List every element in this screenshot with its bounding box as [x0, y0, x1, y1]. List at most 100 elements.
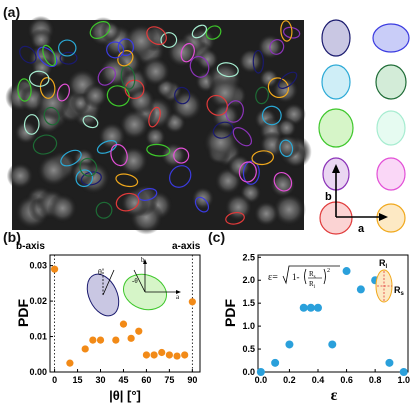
- ellipse-swatch: [321, 19, 351, 57]
- particle-outline: [174, 86, 191, 105]
- svg-text:2: 2: [327, 268, 330, 274]
- x-tick-label: 60: [141, 375, 151, 385]
- particle-outline: [28, 70, 50, 87]
- particle-outline: [232, 127, 253, 147]
- particle-blob: [140, 56, 171, 87]
- x-tick-label: 30: [96, 375, 106, 385]
- formula-one-minus: 1-: [292, 272, 300, 282]
- particle-blob: [82, 83, 108, 109]
- particle-blob: [6, 162, 34, 190]
- chart-b-xlabel: |θ| [°]: [109, 388, 141, 403]
- x-tick-label: 0.6: [340, 375, 353, 385]
- particle-blob: [202, 124, 239, 161]
- y-tick-label: 2.0: [242, 275, 255, 285]
- particle-blob: [144, 126, 167, 148]
- panel-c-label: (c): [208, 229, 226, 245]
- x-tick-label: 0.4: [312, 375, 325, 385]
- data-point: [173, 352, 181, 360]
- particle-outlines: [17, 20, 301, 225]
- particle-blob: [47, 193, 78, 224]
- data-point: [356, 285, 365, 294]
- particle-blob: [253, 200, 280, 227]
- particle-outline: [32, 134, 58, 155]
- principal-axes: b a: [325, 164, 388, 235]
- axis-a-label: a: [358, 223, 365, 235]
- particle-outline: [225, 212, 245, 225]
- data-point: [127, 334, 135, 342]
- particle-outline: [180, 42, 195, 63]
- particle-outline: [95, 201, 113, 219]
- particle-outline: [106, 41, 125, 59]
- chart-b-ylabel: PDF: [15, 299, 31, 327]
- particle-outline: [96, 140, 118, 154]
- particle-outline: [261, 105, 282, 126]
- y-tick-label: 1.5: [242, 298, 255, 308]
- particle-outline: [212, 121, 234, 139]
- particle-blob: [31, 56, 54, 79]
- particle-blob: [227, 153, 252, 179]
- particle-outline: [216, 62, 239, 78]
- particle-blob: [276, 117, 297, 139]
- particle-outline: [82, 115, 99, 129]
- data-point: [112, 336, 120, 344]
- particle-outline: [269, 39, 285, 55]
- inset-rs: Rs: [394, 285, 405, 297]
- particle-blob: [269, 171, 297, 199]
- formula-lhs: ε=: [268, 272, 278, 283]
- particle-blob: [97, 121, 127, 151]
- particle-outline: [160, 32, 178, 48]
- formula-num: Rs: [309, 270, 316, 280]
- particle-outline: [267, 77, 290, 99]
- y-tick-label: 0.01: [29, 332, 47, 342]
- particle-outline: [146, 143, 171, 157]
- chart-c-ticks: 0.0 0.2 0.4 0.6 0.8 1.0 0.0 0.5 1.0 1.5 2.0 2.5: [242, 252, 409, 385]
- data-point: [314, 303, 322, 312]
- ellipse-swatch: [372, 23, 410, 53]
- particle-outline: [79, 157, 98, 177]
- inset-theta: θ: [98, 268, 102, 277]
- particle-blob: [224, 192, 253, 222]
- particle-outline: [97, 66, 116, 86]
- x-tick-label: 90: [187, 375, 197, 385]
- data-point: [66, 359, 74, 367]
- particle-outline: [19, 45, 37, 64]
- data-point: [285, 340, 294, 349]
- ellipse-swatch: [321, 64, 351, 100]
- chart-b-frame: [49, 254, 201, 373]
- particle-outline: [37, 46, 58, 68]
- x-tick-label: 45: [118, 375, 128, 385]
- y-tick-label: 0.00: [29, 367, 47, 377]
- particle-outline: [43, 106, 60, 126]
- data-point: [165, 351, 173, 359]
- panel-b-label: (b): [3, 229, 21, 245]
- particle-outline: [59, 51, 78, 65]
- microscopy-image: [5, 15, 312, 235]
- data-point: [158, 348, 166, 357]
- x-tick-label: 0.2: [283, 375, 296, 385]
- particle-outline: [238, 161, 257, 183]
- particle-blob: [13, 120, 39, 145]
- chart-c: 0.0 0.2 0.4 0.6 0.8 1.0 0.0 0.5 1.0 1.5 2.0 2.5 PDF…: [222, 252, 410, 404]
- x-tick-label: 15: [73, 375, 83, 385]
- data-point: [342, 267, 351, 276]
- data-point: [271, 358, 280, 367]
- chart-c-points: [256, 267, 408, 376]
- particle-outline: [251, 150, 274, 166]
- particle-blob: [70, 160, 96, 185]
- particle-blob: [237, 48, 264, 75]
- chart-c-frame: [257, 254, 409, 373]
- data-point: [299, 303, 308, 312]
- particle-outline: [273, 171, 293, 192]
- particle-outline: [169, 165, 192, 188]
- particle-outline: [255, 86, 269, 105]
- particle-blob: [36, 153, 71, 188]
- ellipse-swatch: [376, 110, 406, 146]
- particle-outline: [173, 147, 190, 164]
- data-point: [256, 368, 265, 376]
- y-tick-label: 1.0: [242, 321, 255, 331]
- data-point: [89, 336, 97, 344]
- particle-outline: [191, 24, 208, 39]
- particle-blob: [258, 68, 280, 89]
- formula-den: Rl: [309, 280, 316, 290]
